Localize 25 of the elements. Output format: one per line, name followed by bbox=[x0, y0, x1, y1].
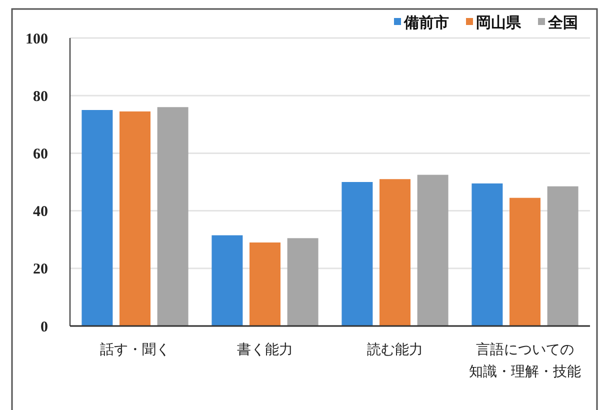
bar bbox=[472, 183, 503, 326]
bar bbox=[342, 182, 373, 326]
legend-label: 岡山県 bbox=[476, 13, 522, 32]
y-tick-label: 100 bbox=[26, 31, 48, 48]
x-tick-label: 言語についての知識・理解・技能 bbox=[469, 342, 581, 380]
y-tick-label: 40 bbox=[33, 204, 48, 220]
bar bbox=[82, 110, 113, 326]
bar bbox=[510, 198, 540, 326]
x-tick-label: 話す・聞く bbox=[100, 342, 170, 358]
x-tick-label: 読む能力 bbox=[367, 342, 423, 358]
y-tick-label: 60 bbox=[33, 146, 48, 162]
x-tick-label: 書く能力 bbox=[237, 342, 293, 358]
bar bbox=[380, 179, 410, 326]
bar bbox=[120, 111, 150, 326]
bar bbox=[250, 242, 280, 326]
y-tick-label: 20 bbox=[33, 262, 48, 278]
y-tick-label: 0 bbox=[40, 319, 48, 336]
bar bbox=[212, 235, 243, 326]
y-tick-label: 80 bbox=[33, 88, 48, 105]
bar bbox=[157, 107, 188, 326]
legend-label: 全国 bbox=[547, 13, 578, 32]
bar bbox=[287, 238, 318, 326]
legend-label: 備前市 bbox=[403, 13, 449, 32]
bar bbox=[417, 174, 448, 326]
bar bbox=[547, 186, 578, 326]
